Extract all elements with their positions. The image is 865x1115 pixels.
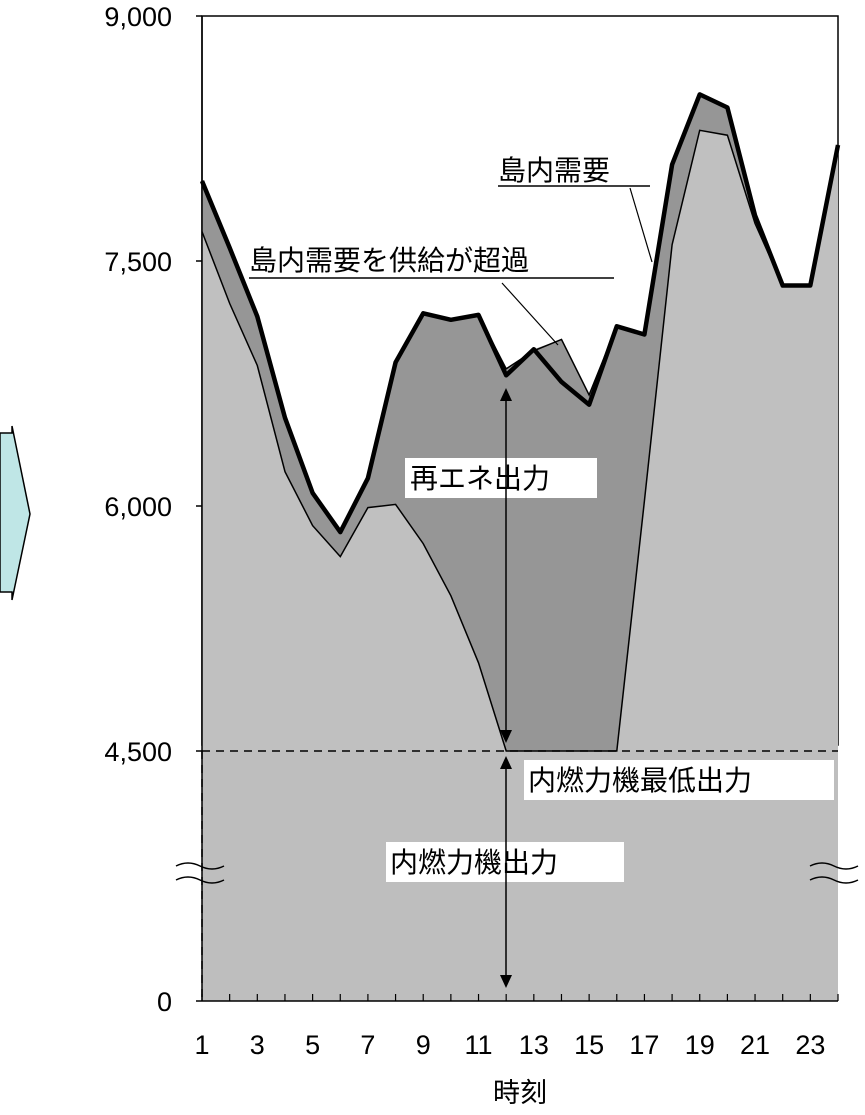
x-axis-title: 時刻: [493, 1078, 547, 1109]
x-tick-label: 3: [250, 1030, 265, 1060]
right-arrow-icon: [0, 425, 31, 601]
ic-output-arrow-up-head: [500, 756, 512, 769]
x-tick-label: 17: [629, 1030, 659, 1060]
ic-output-label-box: [386, 842, 624, 882]
demand-leader: [629, 187, 653, 263]
renewable-arrow-down-head: [500, 730, 512, 743]
y-tick-label: 9,000: [104, 2, 172, 32]
y-tick-label: 7,500: [104, 247, 172, 277]
oversupply-label: 島内需要を供給が超過: [249, 244, 529, 277]
x-tick-label: 9: [416, 1030, 431, 1060]
x-tick-label: 13: [519, 1030, 549, 1060]
renewable-label-box: [405, 458, 597, 498]
x-tick-label: 11: [465, 1030, 493, 1060]
x-tick-label: 23: [795, 1030, 825, 1060]
x-tick-label: 15: [574, 1030, 604, 1060]
axis-break-left: [175, 862, 225, 884]
renewable-arrow-up-head: [500, 388, 512, 401]
lower-curve-line: [201, 129, 839, 752]
oversupply-leader: [501, 282, 559, 346]
axis-break-right: [809, 862, 859, 884]
area-layer: [202, 94, 838, 752]
ic-output-arrow-down-head: [500, 975, 512, 988]
y-tick-label: 0: [157, 987, 172, 1017]
renewable-label: 再エネ出力: [410, 462, 550, 495]
annotations: 島内需要 島内需要を供給が超過 再エネ出力 内燃力機最低出力 内燃力機出力: [249, 154, 834, 988]
line-layer: [199, 92, 841, 752]
demand-line: [199, 92, 841, 535]
min-output-label: 内燃力機最低出力: [528, 764, 752, 797]
renewable-area: [202, 94, 838, 751]
x-ticks: 1 3 5 7 9 11 13 15 17 19 21 23: [194, 994, 839, 1060]
x-tick-label: 5: [305, 1030, 320, 1060]
demand-label: 島内需要: [498, 154, 610, 187]
y-tick-label: 4,500: [104, 737, 172, 767]
min-output-label-box: [524, 760, 834, 800]
ic-output-label: 内燃力機出力: [390, 846, 558, 879]
x-tick-label: 7: [360, 1030, 375, 1060]
x-tick-label: 21: [740, 1030, 770, 1060]
y-tick-label: 6,000: [104, 492, 172, 522]
conventional-area: [202, 130, 838, 752]
y-ticks: 0 4,500 6,000 7,500 9,000: [104, 2, 202, 1017]
x-tick-label: 1: [194, 1030, 209, 1060]
x-tick-label: 19: [685, 1030, 715, 1060]
